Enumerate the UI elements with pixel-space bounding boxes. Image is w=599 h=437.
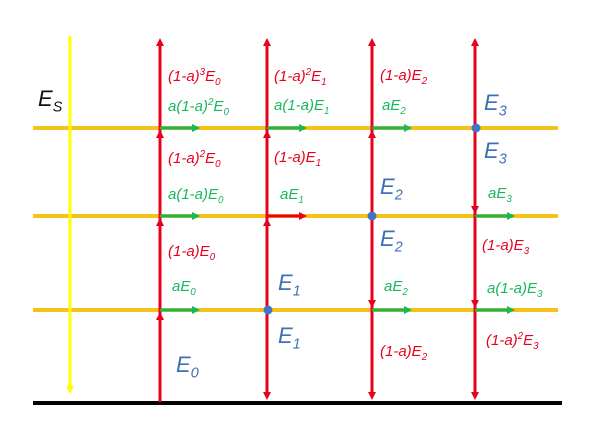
col1-abs-r1-label: aE0 <box>172 278 196 298</box>
solar-label: ES <box>38 86 63 116</box>
col2-up-r3-label: (1-a)2E1 <box>274 67 327 88</box>
col1-up-r1-label: (1-a)E0 <box>168 243 216 263</box>
col1-up-r3-label: (1-a)3E0 <box>168 67 221 88</box>
node-e3 <box>471 123 481 133</box>
node-e3-bottom-label: E3 <box>484 138 507 168</box>
col4-down-r1-label: (1-a)E3 <box>482 237 530 257</box>
col2-up-r2-label: (1-a)E1 <box>274 149 322 169</box>
col3-abs-r1-label: aE2 <box>384 278 408 298</box>
col3-up-r3-label: (1-a)E2 <box>380 67 428 87</box>
col3-abs-r3-label: aE2 <box>382 97 406 117</box>
node-e3-top-label: E3 <box>484 90 507 120</box>
node-e2 <box>367 211 377 221</box>
col3-down-r0-label: (1-a)E2 <box>380 343 428 363</box>
col1-abs-r2-label: a(1-a)E0 <box>168 186 224 206</box>
node-e2-bottom-label: E2 <box>380 226 403 256</box>
col2-abs-r2-label: aE1 <box>280 186 304 206</box>
source-e0-label: E0 <box>176 352 199 382</box>
col4-abs-r2-label: aE3 <box>488 185 512 205</box>
node-e1 <box>263 305 273 315</box>
node-e2-top-label: E2 <box>380 174 403 204</box>
node-e1-top-label: E1 <box>278 270 301 300</box>
col4-abs-r1-label: a(1-a)E3 <box>487 280 543 300</box>
col4-down-r0-label: (1-a)2E3 <box>486 331 539 352</box>
col2-abs-r3-label: a(1-a)E1 <box>274 97 330 117</box>
col1-abs-r3-label: a(1-a)2E0 <box>168 97 229 118</box>
col1-up-r2-label: (1-a)2E0 <box>168 149 221 170</box>
node-e1-bottom-label: E1 <box>278 323 301 353</box>
